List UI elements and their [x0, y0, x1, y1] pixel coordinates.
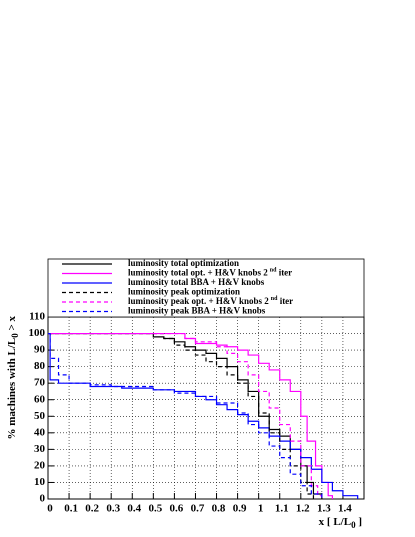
legend-label: luminosity peak optimization — [128, 287, 240, 297]
y-tick-label: 20 — [34, 459, 46, 471]
legend-label-sup: nd — [270, 268, 277, 274]
x-tick-label: 0.4 — [127, 503, 141, 515]
y-tick-label: 80 — [34, 360, 46, 372]
legend-label: luminosity peak BBA + H&V knobs — [128, 306, 266, 316]
series-line — [48, 332, 323, 499]
series-line — [48, 332, 333, 499]
x-tick-label: 0.7 — [191, 503, 205, 515]
x-tick-label: 0.6 — [170, 503, 184, 515]
legend-label-sup: nd — [271, 296, 278, 302]
series-line — [48, 332, 359, 499]
y-tick-label: 30 — [34, 443, 46, 455]
legend-label: luminosity total optimization — [128, 258, 239, 268]
x-tick-label: 1.1 — [275, 503, 289, 515]
plot-frame — [47, 316, 365, 500]
x-tick-label: 0.5 — [148, 503, 162, 515]
x-tick-label: 0.3 — [106, 503, 120, 515]
x-tick-label: 1.2 — [296, 503, 310, 515]
series-line — [48, 332, 315, 499]
x-tick-label: 1.3 — [317, 503, 331, 515]
y-label-main: % machines with L/L — [6, 338, 18, 440]
y-tick-label: 60 — [34, 393, 46, 405]
y-tick-label: 50 — [34, 410, 46, 422]
legend-label-end: iter — [276, 268, 292, 278]
x-tick-label: 0.9 — [233, 503, 247, 515]
y-tick-label: 90 — [34, 344, 46, 356]
x-axis-label: x [ L/L0 ] — [319, 516, 362, 531]
y-tick-label: 70 — [34, 377, 46, 389]
legend-label-main: luminosity peak opt. + H&V knobs 2 — [128, 296, 269, 306]
x-tick-label: 0.8 — [212, 503, 226, 515]
x-tick-label: 0.1 — [64, 503, 78, 515]
x-tick-label: 1 — [258, 503, 264, 515]
y-tick-label: 110 — [29, 311, 45, 323]
series-line — [48, 332, 323, 499]
y-tick-label: 10 — [34, 476, 46, 488]
x-tick-label: 0.2 — [85, 503, 99, 515]
y-label-sub: 0 — [10, 333, 20, 338]
series-line — [48, 332, 323, 499]
y-label-end: > x — [6, 316, 18, 334]
y-tick-label: 40 — [34, 426, 46, 438]
legend-label-end: iter — [277, 296, 293, 306]
y-tick-label: 100 — [29, 327, 46, 339]
x-label-end: ] — [356, 516, 362, 528]
y-tick-label: 0 — [40, 493, 46, 505]
y-axis-label: % machines with L/L0 > x — [6, 316, 21, 440]
legend-box — [47, 258, 365, 318]
x-tick-label: 0 — [47, 503, 53, 515]
legend-label: luminosity total BBA + H&V knobs — [128, 277, 265, 287]
x-label-main: x [ L/L — [319, 516, 351, 528]
x-label-sub: 0 — [351, 520, 356, 530]
x-tick-label: 1.4 — [338, 503, 352, 515]
legend-label-main: luminosity total opt. + H&V knobs 2 — [128, 268, 268, 278]
